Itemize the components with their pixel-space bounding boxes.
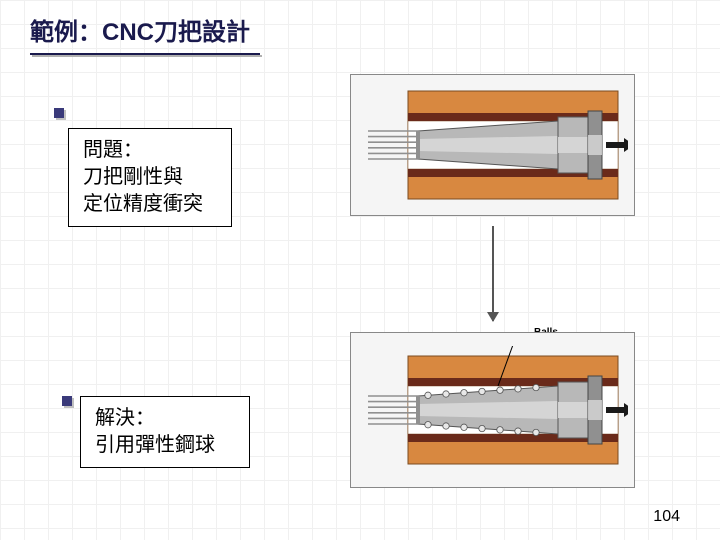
down-arrow-icon	[492, 226, 494, 321]
solution-line2: 引用彈性鋼球	[95, 434, 215, 456]
problem-box: 問題： 刀把剛性與 定位精度衝突	[68, 128, 232, 227]
problem-line3: 定位精度衝突	[83, 193, 203, 215]
cnc-diagram-bottom	[358, 346, 628, 474]
page-number: 104	[653, 508, 680, 526]
bullet-solution	[62, 396, 72, 406]
solution-line1: 解決：	[95, 407, 155, 429]
solution-box: 解決： 引用彈性鋼球	[80, 396, 250, 468]
problem-line1: 問題：	[83, 139, 143, 161]
cnc-diagram-top	[358, 81, 628, 209]
diagram-top-frame	[350, 74, 635, 216]
problem-line2: 刀把剛性與	[83, 166, 183, 188]
slide-title: 範例：CNC刀把設計	[30, 12, 260, 55]
diagram-bottom-frame	[350, 332, 635, 488]
bullet-problem	[54, 108, 64, 118]
